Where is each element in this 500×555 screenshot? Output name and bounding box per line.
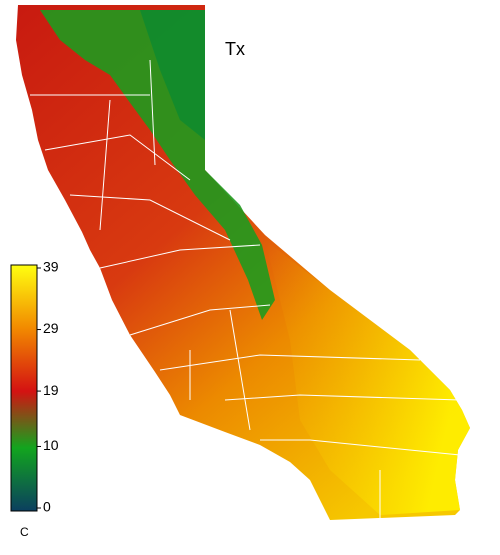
colorbar-tick-label: 10 [43, 437, 59, 453]
colorbar-tick-label: 0 [43, 499, 51, 515]
mountain-zone [40, 10, 275, 320]
map-title: Tx [225, 39, 245, 59]
desert-zone [265, 240, 470, 515]
colorbar-scale [10, 264, 38, 512]
colorbar: 0 10 19 29 39 [10, 259, 59, 515]
california-map [16, 5, 470, 520]
colorbar-unit: C [20, 525, 29, 539]
mountain-zone-north [140, 10, 205, 140]
colorbar-tick-label: 29 [43, 320, 59, 336]
county-lines [30, 59, 461, 520]
colorbar-tick-label: 39 [43, 259, 59, 275]
colorbar-tick-label: 19 [43, 382, 59, 398]
